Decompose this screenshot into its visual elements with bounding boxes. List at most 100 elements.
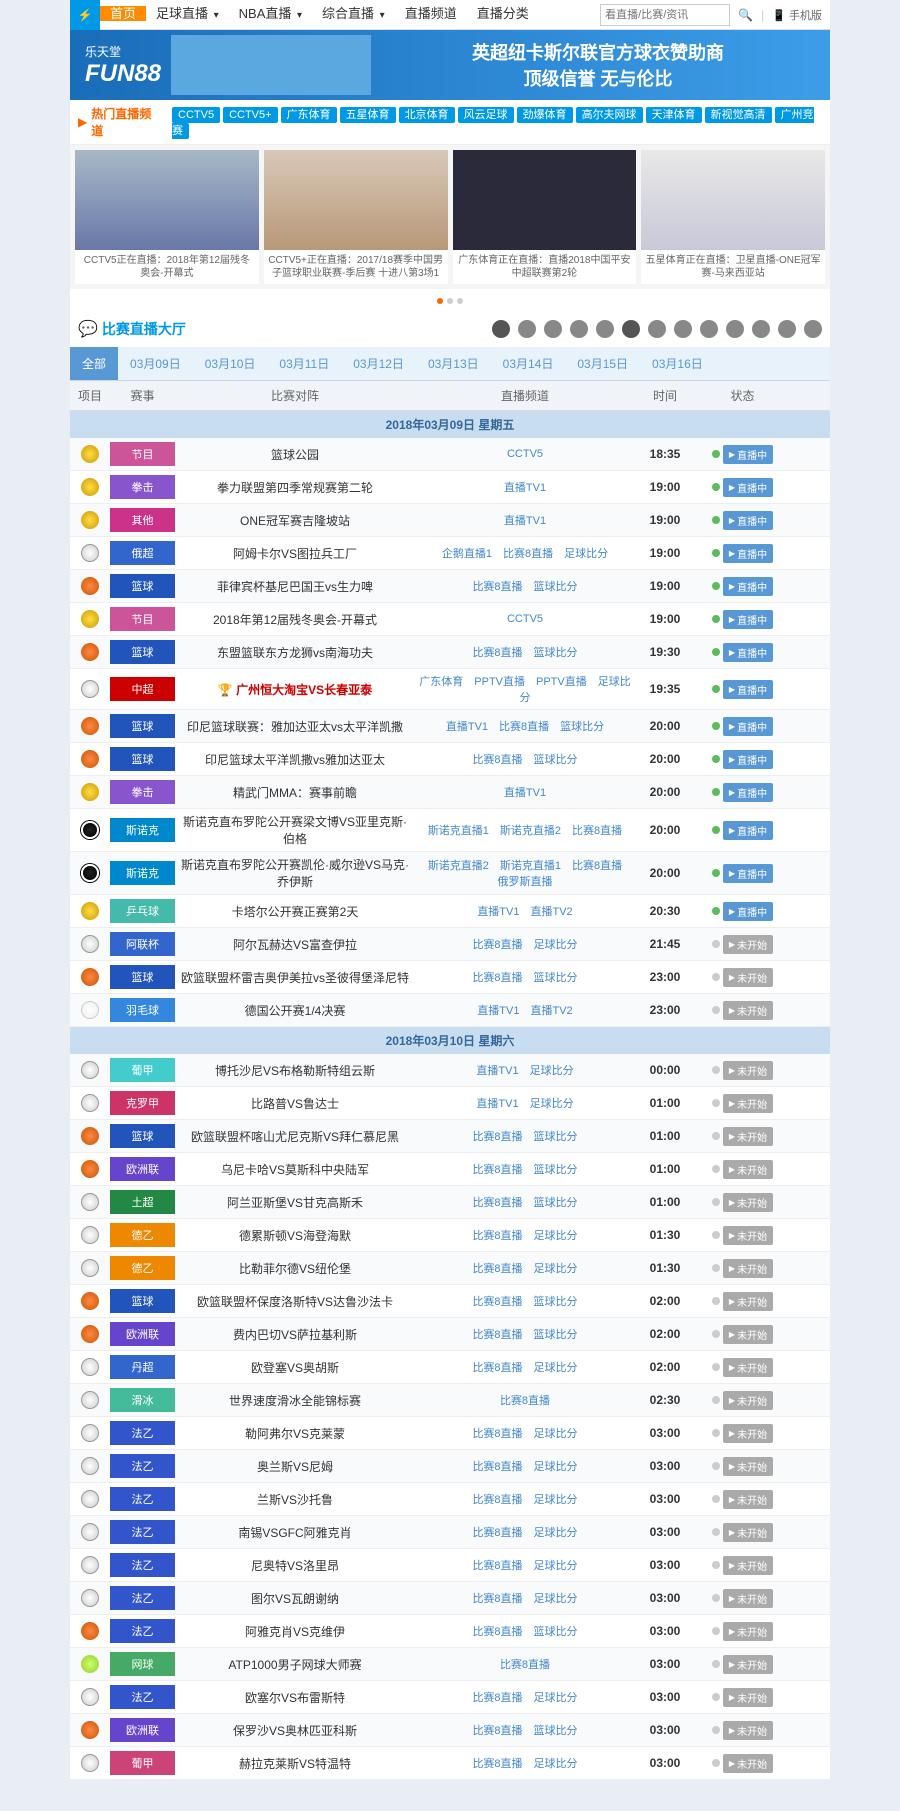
league-tag[interactable]: 节目	[110, 607, 175, 631]
league-tag[interactable]: 德乙	[110, 1256, 175, 1280]
match-row[interactable]: 节目2018年第12届残冬奥会-开幕式CCTV519:00直播中	[70, 603, 830, 636]
status-button[interactable]: 未开始	[723, 1424, 773, 1443]
stream-links[interactable]: 直播TV1 直播TV2	[415, 998, 635, 1022]
channel-tag[interactable]: 风云足球	[458, 107, 514, 123]
match-row[interactable]: 法乙南锡VSGFC阿雅克肖比赛8直播 足球比分03:00未开始	[70, 1516, 830, 1549]
stream-links[interactable]: 比赛8直播 足球比分	[415, 1454, 635, 1478]
status-button[interactable]: 未开始	[723, 1391, 773, 1410]
stream-links[interactable]: 企鹅直播1 比赛8直播 足球比分	[415, 541, 635, 565]
league-tag[interactable]: 拳击	[110, 475, 175, 499]
match-row[interactable]: 欧洲联保罗沙VS奥林匹亚科斯比赛8直播 篮球比分03:00未开始	[70, 1714, 830, 1747]
match-row[interactable]: 网球ATP1000男子网球大师赛比赛8直播03:00未开始	[70, 1648, 830, 1681]
match-row[interactable]: 羽毛球德国公开赛1/4决赛直播TV1 直播TV223:00未开始	[70, 994, 830, 1027]
stream-links[interactable]: 比赛8直播 篮球比分	[415, 1124, 635, 1148]
league-tag[interactable]: 葡甲	[110, 1058, 175, 1082]
stream-links[interactable]: 直播TV1 足球比分	[415, 1058, 635, 1082]
status-button[interactable]: 直播中	[723, 445, 773, 464]
stream-links[interactable]: 直播TV1 直播TV2	[415, 899, 635, 923]
league-tag[interactable]: 拳击	[110, 780, 175, 804]
stream-links[interactable]: 比赛8直播 足球比分	[415, 1487, 635, 1511]
match-row[interactable]: 篮球印尼篮球太平洋凯撒vs雅加达亚太比赛8直播 篮球比分20:00直播中	[70, 743, 830, 776]
status-button[interactable]: 未开始	[723, 968, 773, 987]
video-card[interactable]: CCTV5正在直播：2018年第12届残冬奥会-开幕式	[75, 150, 259, 284]
channel-tag[interactable]: 劲爆体育	[517, 107, 573, 123]
match-row[interactable]: 篮球菲律宾杯基尼巴国王vs生力啤比赛8直播 篮球比分19:00直播中	[70, 570, 830, 603]
match-row[interactable]: 拳击精武门MMA：赛事前瞻直播TV120:00直播中	[70, 776, 830, 809]
carousel-dots[interactable]	[70, 289, 830, 311]
status-button[interactable]: 直播中	[723, 864, 773, 883]
league-tag[interactable]: 俄超	[110, 541, 175, 565]
match-row[interactable]: 克罗甲比路普VS鲁达士直播TV1 足球比分01:00未开始	[70, 1087, 830, 1120]
stream-links[interactable]: 比赛8直播 足球比分	[415, 1685, 635, 1709]
status-button[interactable]: 未开始	[723, 1325, 773, 1344]
match-row[interactable]: 斯诺克斯诺克直布罗陀公开赛凯伦·威尔逊VS马克·乔伊斯斯诺克直播2 斯诺克直播1…	[70, 852, 830, 895]
nav-item[interactable]: 直播分类	[467, 6, 539, 21]
stream-links[interactable]: 直播TV1 足球比分	[415, 1091, 635, 1115]
status-button[interactable]: 未开始	[723, 1523, 773, 1542]
status-button[interactable]: 未开始	[723, 1127, 773, 1146]
stream-links[interactable]: 比赛8直播 足球比分	[415, 932, 635, 956]
stream-links[interactable]: 直播TV1	[415, 508, 635, 532]
stream-links[interactable]: 斯诺克直播1 斯诺克直播2 比赛8直播	[415, 818, 635, 842]
status-button[interactable]: 直播中	[723, 577, 773, 596]
status-button[interactable]: 未开始	[723, 1457, 773, 1476]
stream-links[interactable]: 比赛8直播 足球比分	[415, 1520, 635, 1544]
date-tab[interactable]: 03月12日	[341, 347, 416, 380]
stream-links[interactable]: 比赛8直播 篮球比分	[415, 1718, 635, 1742]
league-tag[interactable]: 斯诺克	[110, 818, 175, 842]
league-tag[interactable]: 葡甲	[110, 1751, 175, 1775]
match-row[interactable]: 中超🏆 广州恒大淘宝VS长春亚泰广东体育 PPTV直播 PPTV直播 足球比分1…	[70, 669, 830, 710]
stream-links[interactable]: 比赛8直播 篮球比分	[415, 1619, 635, 1643]
status-button[interactable]: 直播中	[723, 717, 773, 736]
nav-item[interactable]: 综合直播 ▾	[312, 6, 395, 21]
date-tab[interactable]: 03月16日	[640, 347, 715, 380]
status-button[interactable]: 直播中	[723, 478, 773, 497]
match-row[interactable]: 法乙阿雅克肖VS克维伊比赛8直播 篮球比分03:00未开始	[70, 1615, 830, 1648]
league-tag[interactable]: 克罗甲	[110, 1091, 175, 1115]
match-row[interactable]: 法乙奥兰斯VS尼姆比赛8直播 足球比分03:00未开始	[70, 1450, 830, 1483]
league-tag[interactable]: 篮球	[110, 1124, 175, 1148]
nav-item[interactable]: 直播频道	[395, 6, 467, 21]
channel-tag[interactable]: 五星体育	[340, 107, 396, 123]
status-button[interactable]: 未开始	[723, 935, 773, 954]
match-row[interactable]: 斯诺克斯诺克直布罗陀公开赛梁文博VS亚里克斯·伯格斯诺克直播1 斯诺克直播2 比…	[70, 809, 830, 852]
league-tag[interactable]: 法乙	[110, 1520, 175, 1544]
nav-item[interactable]: 足球直播 ▾	[146, 6, 229, 21]
league-tag[interactable]: 阿联杯	[110, 932, 175, 956]
date-tab[interactable]: 03月10日	[193, 347, 268, 380]
status-button[interactable]: 未开始	[723, 1721, 773, 1740]
status-button[interactable]: 未开始	[723, 1160, 773, 1179]
league-tag[interactable]: 篮球	[110, 965, 175, 989]
league-tag[interactable]: 网球	[110, 1652, 175, 1676]
status-button[interactable]: 未开始	[723, 1589, 773, 1608]
stream-links[interactable]: 比赛8直播 足球比分	[415, 1223, 635, 1247]
match-row[interactable]: 节目篮球公园CCTV518:35直播中	[70, 438, 830, 471]
stream-links[interactable]: 比赛8直播 足球比分	[415, 1421, 635, 1445]
channel-tag[interactable]: 广东体育	[281, 107, 337, 123]
status-button[interactable]: 直播中	[723, 511, 773, 530]
video-card[interactable]: 五星体育正在直播：卫星直播-ONE冠军赛-马来西亚站	[641, 150, 825, 284]
league-tag[interactable]: 法乙	[110, 1421, 175, 1445]
match-row[interactable]: 土超阿兰亚斯堡VS甘克高斯禾比赛8直播 篮球比分01:00未开始	[70, 1186, 830, 1219]
league-tag[interactable]: 法乙	[110, 1487, 175, 1511]
channel-tag[interactable]: 天津体育	[646, 107, 702, 123]
search-icon[interactable]: 🔍	[738, 8, 753, 22]
status-button[interactable]: 直播中	[723, 783, 773, 802]
status-button[interactable]: 未开始	[723, 1358, 773, 1377]
match-row[interactable]: 葡甲赫拉克莱斯VS特温特比赛8直播 足球比分03:00未开始	[70, 1747, 830, 1780]
stream-links[interactable]: 直播TV1 比赛8直播 篮球比分	[415, 714, 635, 738]
match-row[interactable]: 法乙勒阿弗尔VS克莱蒙比赛8直播 足球比分03:00未开始	[70, 1417, 830, 1450]
match-row[interactable]: 法乙兰斯VS沙托鲁比赛8直播 足球比分03:00未开始	[70, 1483, 830, 1516]
stream-links[interactable]: 斯诺克直播2 斯诺克直播1 比赛8直播 俄罗斯直播	[415, 853, 635, 893]
status-button[interactable]: 直播中	[723, 643, 773, 662]
nav-item[interactable]: NBA直播 ▾	[229, 6, 312, 21]
match-row[interactable]: 篮球欧篮联盟杯保度洛斯特VS达鲁沙法卡比赛8直播 篮球比分02:00未开始	[70, 1285, 830, 1318]
stream-links[interactable]: CCTV5	[415, 444, 635, 464]
stream-links[interactable]: 比赛8直播 篮球比分	[415, 1289, 635, 1313]
league-tag[interactable]: 篮球	[110, 574, 175, 598]
status-button[interactable]: 直播中	[723, 544, 773, 563]
match-row[interactable]: 欧洲联费内巴切VS萨拉基利斯比赛8直播 篮球比分02:00未开始	[70, 1318, 830, 1351]
stream-links[interactable]: 比赛8直播 篮球比分	[415, 1190, 635, 1214]
status-button[interactable]: 直播中	[723, 680, 773, 699]
league-tag[interactable]: 篮球	[110, 640, 175, 664]
